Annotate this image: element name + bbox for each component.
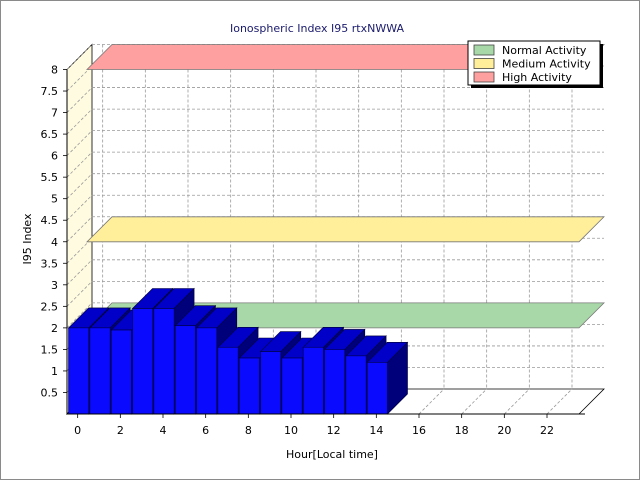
gridline-floor-18	[461, 388, 487, 415]
bar-3	[132, 308, 154, 415]
gridline-floor-16	[418, 388, 445, 415]
legend-swatch-1	[473, 58, 495, 69]
gridline-left-4	[66, 281, 93, 307]
bar-2	[110, 329, 132, 415]
x-tick-label-0: 0	[74, 424, 81, 437]
y-tick-label-9: 5	[51, 193, 58, 206]
gridline-left-8	[66, 194, 93, 221]
band-1	[86, 216, 605, 243]
gridline-left-3	[66, 302, 93, 329]
x-tick-label-6: 12	[327, 424, 341, 437]
bar-10	[281, 357, 303, 415]
y-tick-label-5: 3	[51, 279, 58, 292]
x-tick-label-5: 10	[284, 424, 298, 437]
gridline-floor-20	[504, 388, 530, 415]
legend-swatch-2	[473, 71, 495, 83]
y-tick-label-2: 1.5	[41, 343, 59, 356]
x-tick-label-11: 22	[540, 424, 554, 437]
bar-8	[238, 357, 260, 415]
x-tick-label-3: 6	[202, 424, 209, 437]
x-tick-label-10: 20	[497, 424, 511, 437]
y-tick-label-12: 6.5	[41, 128, 59, 141]
gridline-left-10	[66, 151, 93, 178]
bar-7	[217, 346, 239, 415]
gridline-left-9	[66, 173, 93, 199]
y-tick-label-14: 7.5	[41, 85, 59, 98]
gridline-left-13	[66, 87, 93, 113]
y-tick-label-0: 0.5	[41, 386, 59, 399]
y-tick-label-8: 4.5	[41, 214, 59, 227]
bar-13	[345, 355, 367, 415]
x-tick-label-4: 8	[245, 424, 252, 437]
plot-area: 0.5 1 1.5 2 2.5 3 3.5 4 4.5 5 5.5 6 6.5 7 7.5 8 0 2 4 6 8 10 1…	[41, 43, 605, 437]
x-tick-label-7: 14	[369, 424, 383, 437]
gridline-left-11	[66, 130, 93, 156]
gridline-floor-22	[546, 388, 573, 415]
gridline-left-14	[66, 65, 93, 92]
bar-9	[260, 351, 282, 415]
bar-14	[366, 362, 388, 415]
bar-4	[153, 308, 175, 415]
bar-6	[196, 327, 218, 415]
bar-11	[302, 346, 324, 415]
y-tick-label-10: 5.5	[41, 171, 59, 184]
x-tick-label-2: 4	[160, 424, 167, 437]
x-tick-label-8: 16	[412, 424, 426, 437]
x-tick-label-1: 2	[117, 424, 124, 437]
y-tick-label-11: 6	[51, 150, 58, 163]
chart-title: Ionospheric Index I95 rtxNWWA	[230, 22, 404, 35]
bar-0	[68, 327, 90, 415]
gridline-left-5	[66, 259, 93, 286]
gridline-left-7	[66, 216, 93, 243]
legend-label-2: High Activity	[502, 71, 572, 84]
y-tick-label-1: 1	[51, 365, 58, 378]
bar-5	[174, 325, 196, 415]
gridline-left-12	[66, 108, 93, 135]
y-tick-label-4: 2.5	[41, 300, 59, 313]
bar-1	[89, 327, 111, 415]
y-axis-label: I95 Index	[21, 213, 34, 265]
legend-swatch-0	[473, 44, 495, 56]
bar-12	[324, 349, 346, 415]
y-tick-label-15: 8	[51, 64, 58, 77]
gridline-left-15	[66, 44, 93, 70]
x-axis-label: Hour[Local time]	[286, 448, 378, 461]
legend-label-1: Medium Activity	[502, 58, 591, 71]
y-tick-label-6: 3.5	[41, 257, 59, 270]
y-tick-label-7: 4	[51, 236, 58, 249]
x-tick-label-9: 18	[455, 424, 469, 437]
gridline-left-6	[66, 237, 93, 264]
y-tick-label-13: 7	[51, 107, 58, 120]
y-tick-label-3: 2	[51, 322, 58, 335]
legend-label-0: Normal Activity	[502, 44, 587, 57]
